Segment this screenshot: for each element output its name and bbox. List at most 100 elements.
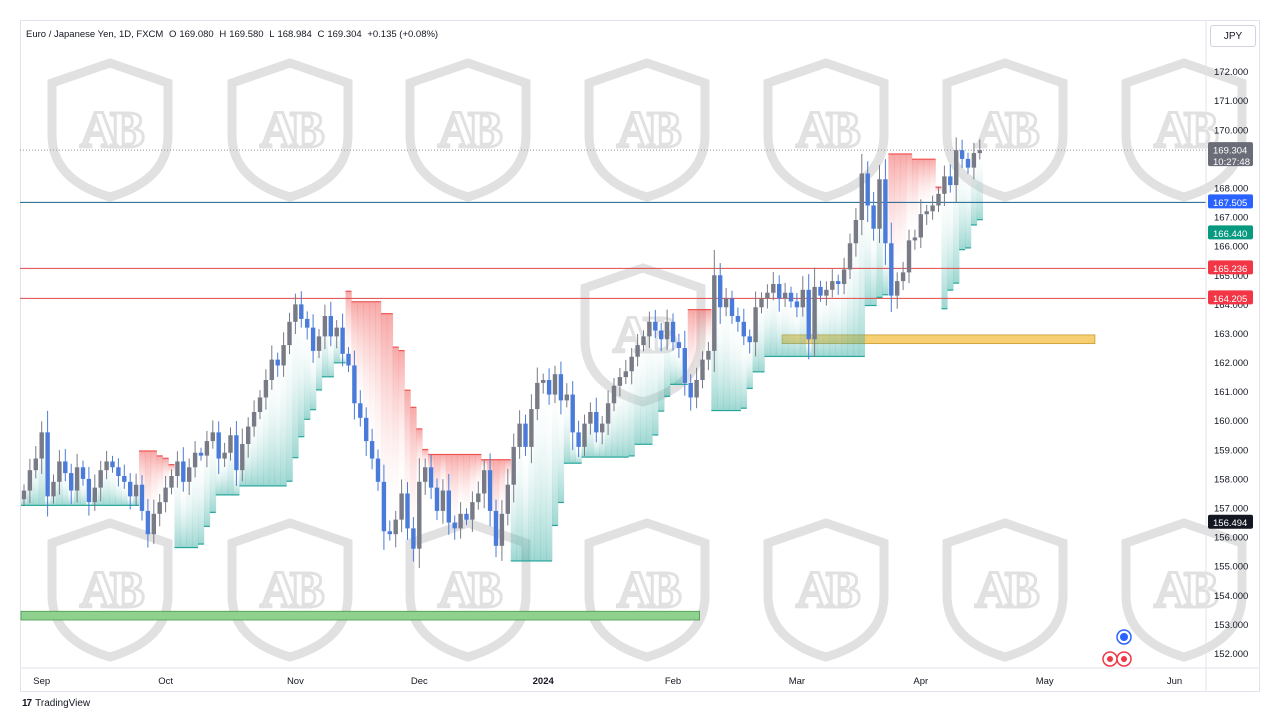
currency-button[interactable]: JPY xyxy=(1210,25,1256,47)
price-tick: 164.000 xyxy=(1214,300,1248,311)
time-axis[interactable]: Sep Oct Nov Dec 2024 Feb Mar Apr May Jun xyxy=(20,667,1260,687)
support-fill xyxy=(976,150,984,220)
candle xyxy=(393,510,398,548)
candle xyxy=(794,293,800,318)
candle xyxy=(771,272,776,301)
resistance-fill xyxy=(375,301,382,482)
level-badge-red-lower-label: 164.205 xyxy=(1213,294,1247,305)
candle-body xyxy=(187,467,192,482)
candle-body xyxy=(942,176,947,194)
candle xyxy=(818,280,823,302)
candle-body xyxy=(895,281,900,296)
resistance-fill xyxy=(422,449,429,468)
time-tick: Oct xyxy=(158,676,173,687)
support-fill xyxy=(858,173,866,357)
candle-body xyxy=(777,284,782,299)
candle xyxy=(830,269,835,298)
level-badge-red-upper: 165.236 xyxy=(1208,260,1253,275)
price-tick: 172.000 xyxy=(1214,67,1248,78)
candle-body xyxy=(452,522,457,529)
candle-body xyxy=(434,487,440,511)
support-fill xyxy=(829,281,836,357)
candle xyxy=(523,414,528,456)
candle xyxy=(452,515,457,540)
resistance-fill xyxy=(144,450,152,535)
candle-body xyxy=(712,275,717,351)
candle xyxy=(122,464,127,489)
candle-body xyxy=(906,240,912,273)
candle-body xyxy=(240,444,245,471)
support-fill xyxy=(640,336,647,445)
trail-stop-badge-label: 166.440 xyxy=(1213,229,1247,240)
candle-body xyxy=(33,458,38,471)
candle-body xyxy=(782,292,788,299)
candle xyxy=(676,333,682,358)
candle xyxy=(499,500,505,561)
candle xyxy=(222,442,227,467)
candle-body xyxy=(765,292,770,299)
candle xyxy=(529,394,534,464)
candle-body xyxy=(423,467,428,482)
candle xyxy=(670,313,676,351)
candle xyxy=(257,390,263,420)
candle-body xyxy=(98,470,103,488)
candle-body xyxy=(417,481,422,549)
chart-frame xyxy=(20,20,1260,692)
candle xyxy=(623,359,628,385)
support-fill xyxy=(174,461,181,548)
support-fill xyxy=(593,432,600,458)
level-badge-red-lower: 164.205 xyxy=(1208,290,1253,305)
candle-body xyxy=(340,327,345,354)
support-fill xyxy=(646,321,653,445)
candle-body xyxy=(405,493,410,529)
replay-icon[interactable] xyxy=(1116,629,1132,645)
candle-body xyxy=(464,513,469,520)
candle xyxy=(63,448,68,482)
support-fill xyxy=(121,481,128,506)
resistance-fill xyxy=(410,407,417,549)
candle-body xyxy=(387,531,392,535)
candle xyxy=(493,499,499,558)
support-fill xyxy=(729,316,736,411)
support-fill xyxy=(622,371,630,458)
support-fill xyxy=(793,307,801,357)
candle xyxy=(971,142,977,180)
events-icon[interactable] xyxy=(1102,651,1132,667)
candle-body xyxy=(954,150,959,186)
support-fill xyxy=(658,339,665,412)
candle-body xyxy=(552,374,558,395)
candle-body xyxy=(104,461,109,471)
price-tick: 161.000 xyxy=(1214,387,1248,398)
candle xyxy=(228,427,233,461)
candle xyxy=(358,390,363,427)
candle xyxy=(51,474,56,504)
candle xyxy=(782,282,788,307)
tradingview-footer[interactable]: 17 TradingView xyxy=(22,698,90,709)
candle xyxy=(169,469,174,495)
resistance-fill xyxy=(463,454,470,520)
candle-body xyxy=(859,173,864,220)
resistance-fill xyxy=(929,159,936,206)
price-tick: 153.000 xyxy=(1214,620,1248,631)
candle-body xyxy=(322,316,328,337)
level-badge-red-upper-box xyxy=(1208,260,1253,275)
candle xyxy=(275,352,280,377)
candle-body xyxy=(251,412,257,427)
symbol-legend[interactable]: Euro / Japanese Yen, 1D, FXCM O 169.080 H… xyxy=(26,29,441,40)
candle xyxy=(930,195,935,220)
candle-body xyxy=(352,365,357,404)
price-tick: 171.000 xyxy=(1214,96,1248,107)
resistance-fill xyxy=(416,428,423,482)
candle xyxy=(446,473,451,535)
candle-body xyxy=(69,473,74,491)
candle xyxy=(906,229,912,284)
support-fill xyxy=(947,185,954,291)
candle-body xyxy=(877,179,882,229)
candle xyxy=(305,311,310,340)
support-fill xyxy=(782,292,789,357)
support-fill xyxy=(534,382,541,561)
candle xyxy=(895,272,900,309)
candle-body xyxy=(204,441,210,456)
